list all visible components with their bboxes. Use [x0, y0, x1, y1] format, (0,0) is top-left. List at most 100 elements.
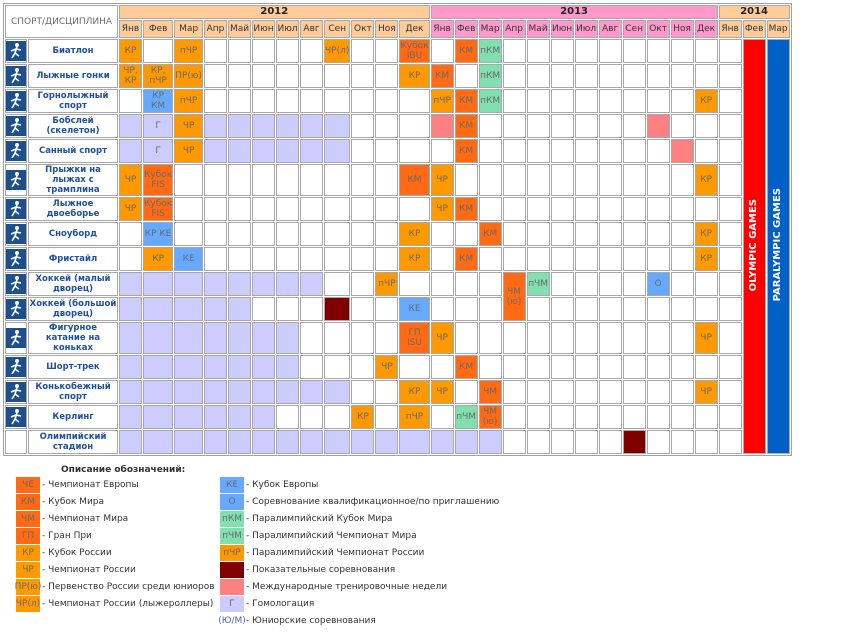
empty-cell [375, 164, 399, 196]
homologation-cell [252, 430, 276, 454]
empty-cell [375, 297, 399, 321]
homologation-cell [174, 272, 204, 296]
homologation-cell [300, 114, 324, 138]
month-header: Фев [143, 20, 174, 38]
sport-icon-cell [5, 297, 27, 321]
empty-cell [718, 39, 742, 63]
legend-item-left: КМ - Кубок Мира [16, 494, 104, 510]
legend-swatch [220, 579, 244, 595]
empty-cell [574, 247, 598, 271]
sport-name: Фристайл [28, 247, 118, 271]
legend-item-right: - Международные тренировочные недели [220, 579, 447, 595]
homologation-cell [204, 380, 228, 404]
empty-cell [718, 322, 742, 354]
empty-cell [351, 380, 375, 404]
event-cell: ЧР(л) [324, 39, 351, 63]
empty-cell [550, 39, 574, 63]
homologation-cell [228, 297, 252, 321]
empty-cell [550, 89, 574, 113]
homologation-cell [174, 355, 204, 379]
sport-icon-cell [5, 164, 27, 196]
homologation-cell [119, 272, 142, 296]
legend-item-left: ПР(ю) - Первенство России среди юниоров [15, 579, 215, 595]
empty-cell [399, 89, 430, 113]
empty-cell [351, 247, 375, 271]
legend-swatch: ЧЕ [16, 477, 40, 493]
legend-item-right: пЧМ - Паралимпийский Чемпионат Мира [220, 528, 417, 544]
empty-cell [526, 430, 550, 454]
empty-cell [718, 139, 742, 163]
paralympic-games-banner: PARALYMPIC GAMES [766, 39, 790, 454]
month-header: Ноя [375, 20, 399, 38]
empty-cell [550, 114, 574, 138]
homologation-cell [143, 430, 174, 454]
homologation-cell [228, 322, 252, 354]
empty-cell [670, 380, 694, 404]
table-row: Бобслей (скелетон) Г ЧР КМ [5, 114, 790, 138]
alpine-skiing-icon [6, 91, 26, 111]
empty-cell [526, 164, 550, 196]
homologation-cell [276, 322, 300, 354]
homologation-cell [119, 139, 142, 163]
empty-cell [351, 164, 375, 196]
event-cell: пЧР [375, 272, 399, 296]
empty-cell [574, 405, 598, 429]
table-row: Прыжки на лыжах с трамплина ЧР Кубок FIS КМ… [5, 164, 790, 196]
empty-cell [276, 297, 300, 321]
legend-label: - Чемпионат России [42, 565, 136, 575]
empty-cell [598, 164, 622, 196]
event-cell: КР [399, 222, 430, 246]
empty-cell [324, 64, 351, 88]
sport-icon-cell [5, 272, 27, 296]
empty-cell [430, 222, 454, 246]
table-row: Биатлон КР пЧР ЧР(л) Кубок IBU КМ пКМ OLYMPIC G… [5, 39, 790, 454]
snowboard-icon [6, 224, 26, 244]
legend-label: - Кубок Европы [246, 480, 319, 490]
event-cell: пЧР [174, 39, 204, 63]
empty-cell [598, 114, 622, 138]
empty-cell [143, 39, 174, 63]
empty-cell [550, 322, 574, 354]
event-cell: КР КМ [143, 89, 174, 113]
empty-cell [375, 380, 399, 404]
legend-swatch: ГП [16, 528, 40, 544]
sport-icon-cell [5, 197, 27, 221]
table-row: Горнолыжный спорт КР КМ пЧР пЧР КМ пКМ КР [5, 89, 790, 113]
empty-cell [454, 64, 478, 88]
event-cell: ЧР [174, 139, 204, 163]
homologation-cell [276, 430, 300, 454]
empty-cell [646, 164, 670, 196]
empty-cell [646, 222, 670, 246]
event-cell: ЧР [430, 380, 454, 404]
legend-label: - Гран При [42, 531, 92, 541]
event-cell: КР [119, 39, 142, 63]
legend-label: - Чемпионат России (лыжероллеры) [42, 599, 214, 609]
legend-item-right: КЕ - Кубок Европы [220, 477, 318, 493]
empty-cell [694, 355, 718, 379]
empty-cell [718, 355, 742, 379]
sport-name: Керлинг [28, 405, 118, 429]
empty-cell [550, 355, 574, 379]
event-cell: КЕ [399, 297, 430, 321]
sport-name: Санный спорт [28, 139, 118, 163]
empty-cell [670, 272, 694, 296]
month-header: Мар [174, 20, 204, 38]
empty-cell [598, 272, 622, 296]
sport-icon-cell [5, 39, 27, 63]
empty-cell [622, 222, 646, 246]
event-cell: КМ [454, 114, 478, 138]
empty-cell [119, 247, 142, 271]
schedule-table: СПОРТ/ДИСЦИПЛИНА 2012 2013 2014 Янв Фев Мар Апр… [3, 3, 792, 456]
homologation-cell [276, 114, 300, 138]
homologation-cell [204, 114, 228, 138]
empty-cell [718, 247, 742, 271]
event-cell: ЧР [430, 197, 454, 221]
empty-cell [502, 197, 526, 221]
empty-cell [574, 64, 598, 88]
empty-cell [622, 197, 646, 221]
figure-skating-icon [6, 328, 26, 348]
empty-cell [252, 89, 276, 113]
sport-icon-cell [5, 430, 27, 454]
empty-cell [502, 164, 526, 196]
empty-cell [276, 39, 300, 63]
